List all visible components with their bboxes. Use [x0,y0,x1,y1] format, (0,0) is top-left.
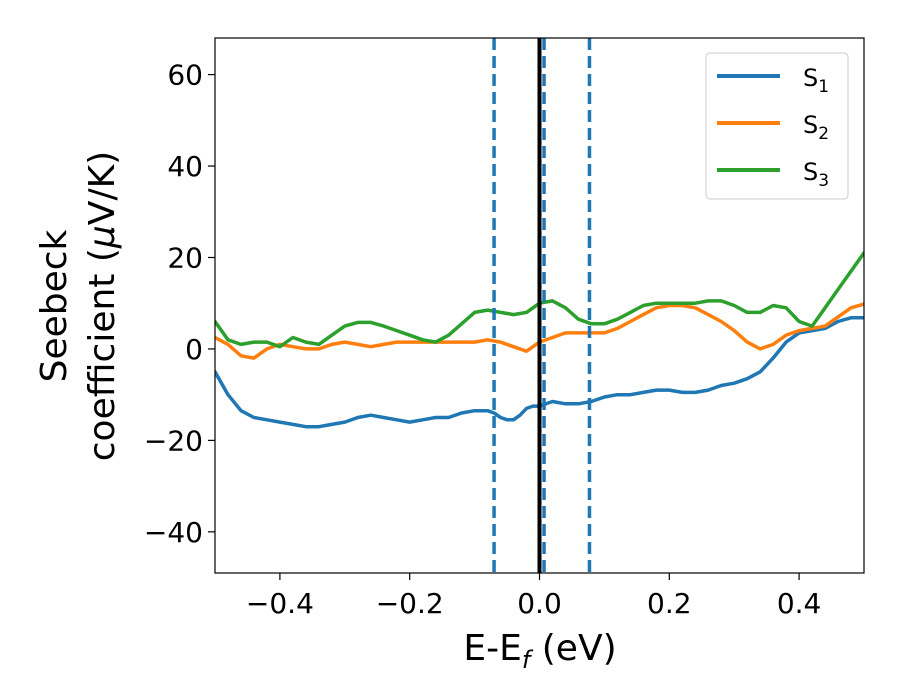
y-axis-label-mu: μ [82,225,123,249]
legend: S1 S2 S3 [705,52,849,200]
x-axis-label-unit: (eV) [530,628,616,669]
y-tick-label: 20 [167,241,203,274]
x-axis-ticks: −0.4 −0.2 0.0 0.2 0.4 [246,573,821,620]
x-tick-label: 0.4 [777,587,822,620]
x-axis-label-main: E-E [463,628,521,669]
legend-label-s1-sub: 1 [818,77,829,97]
legend-label-s2: S2 [803,111,829,144]
x-tick-label: 0.2 [647,587,692,620]
x-tick-label: −0.4 [246,587,314,620]
x-tick-label: −0.2 [376,587,444,620]
y-tick-label: 0 [185,333,203,366]
y-tick-label: 60 [167,59,203,92]
y-axis-label-line2-suffix: V/K) [82,151,123,225]
legend-label-s3: S3 [803,158,829,191]
y-axis-label: Seebeck coefficient (μV/K) [34,151,123,461]
y-tick-label: 40 [167,150,203,183]
x-axis-label: E-Ef (eV) [463,628,616,674]
series-line-s1 [215,316,864,429]
y-axis-label-line2: coefficient (μV/K) [82,151,123,461]
legend-label-s1: S1 [803,64,829,97]
y-tick-label: −40 [144,516,203,549]
legend-label-s3-sub: 3 [818,171,829,191]
legend-label-s1-name: S [803,64,818,92]
y-axis-label-line1: Seebeck [34,229,75,382]
legend-label-s2-sub: 2 [818,124,829,144]
y-axis-label-line2-prefix: coefficient ( [82,248,123,461]
legend-label-s3-name: S [803,158,818,186]
legend-box [705,52,849,200]
x-tick-label: 0.0 [517,587,562,620]
y-axis-ticks: −40 −20 0 20 40 60 [144,59,215,549]
legend-label-s2-name: S [803,111,818,139]
y-tick-label: −20 [144,424,203,457]
vline-layer [492,38,592,573]
